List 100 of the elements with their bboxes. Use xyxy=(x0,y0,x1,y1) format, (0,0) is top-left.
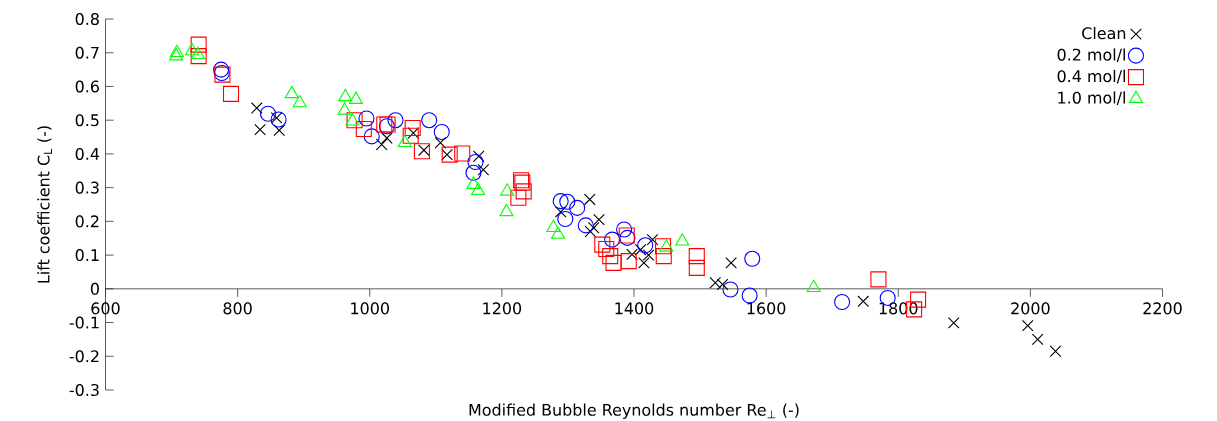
point xyxy=(1049,345,1062,358)
point xyxy=(577,217,594,234)
point xyxy=(806,279,821,293)
point xyxy=(434,136,447,149)
point xyxy=(338,88,353,102)
x-tick-label: 1600 xyxy=(747,302,786,315)
legend-label: Clean xyxy=(1082,26,1126,40)
point xyxy=(857,295,870,308)
y-tick-label: 0.5 xyxy=(75,114,99,127)
x-tick-label: 1400 xyxy=(615,302,654,315)
y-tick-label: 0.2 xyxy=(75,215,99,228)
point xyxy=(1031,333,1044,346)
point xyxy=(500,183,515,196)
y-tick-label: -0.2 xyxy=(69,350,99,363)
point xyxy=(604,231,621,248)
y-tick-label: 0 xyxy=(90,282,99,295)
point xyxy=(454,145,471,162)
x-axis-title: Modified Bubble Reynolds number Re$_{⊥}$ (-) xyxy=(469,403,799,419)
x-tick-label: 2000 xyxy=(1011,302,1050,315)
point xyxy=(404,119,421,136)
point xyxy=(722,281,739,298)
point xyxy=(413,143,430,160)
point xyxy=(190,36,207,53)
point xyxy=(169,48,184,61)
point xyxy=(642,249,655,261)
point xyxy=(397,134,412,148)
y-axis-title: Lift coefficient C$_{L}$ (-) xyxy=(37,126,52,283)
point xyxy=(190,48,207,65)
point xyxy=(602,248,619,265)
point xyxy=(552,193,569,210)
point xyxy=(421,112,438,129)
point xyxy=(185,42,200,56)
point xyxy=(725,257,737,269)
point xyxy=(466,176,481,189)
point xyxy=(284,85,299,99)
point xyxy=(834,293,851,311)
point xyxy=(1021,319,1034,332)
point xyxy=(634,243,647,256)
point xyxy=(655,248,672,265)
point xyxy=(554,206,567,218)
point xyxy=(716,278,729,291)
point xyxy=(222,85,240,102)
point xyxy=(355,120,372,137)
point xyxy=(620,253,637,270)
point xyxy=(594,236,611,253)
point xyxy=(254,123,266,136)
point xyxy=(741,287,758,304)
point xyxy=(598,240,615,258)
point xyxy=(273,124,286,137)
point xyxy=(583,193,596,206)
point xyxy=(433,123,450,141)
point xyxy=(348,91,363,104)
point xyxy=(510,189,527,206)
point xyxy=(499,203,514,217)
point xyxy=(947,317,960,329)
y-tick-label: 0.6 xyxy=(75,80,99,93)
point xyxy=(593,213,605,226)
point xyxy=(626,248,638,261)
point xyxy=(744,250,761,267)
point xyxy=(250,102,263,114)
point xyxy=(675,233,690,246)
point xyxy=(259,105,277,122)
point xyxy=(467,153,484,171)
point xyxy=(546,219,561,233)
y-tick-label: 0.4 xyxy=(75,147,100,160)
point xyxy=(559,193,576,210)
y-tick-label: 0.3 xyxy=(75,181,99,194)
x-tick-label: 800 xyxy=(223,302,252,315)
point xyxy=(688,248,705,265)
point xyxy=(441,148,453,161)
point xyxy=(190,46,206,60)
point xyxy=(418,144,430,157)
point xyxy=(169,44,184,58)
point xyxy=(465,164,482,181)
point xyxy=(616,221,633,238)
point xyxy=(515,183,532,200)
point xyxy=(472,150,485,163)
point xyxy=(646,233,659,246)
point xyxy=(688,259,705,276)
point xyxy=(638,257,650,269)
point xyxy=(477,163,490,176)
point xyxy=(337,102,352,115)
point xyxy=(358,110,375,127)
point xyxy=(363,128,380,145)
y-tick-label: 0.1 xyxy=(75,249,99,262)
x-tick-label: 2200 xyxy=(1143,302,1182,315)
y-tick-label: -0.1 xyxy=(69,316,99,329)
point xyxy=(292,94,307,108)
legend-label: 0.4 mol/l xyxy=(1057,69,1125,84)
point xyxy=(270,111,283,124)
point xyxy=(557,210,574,228)
point xyxy=(381,132,393,144)
point xyxy=(569,199,586,216)
point xyxy=(550,226,566,239)
x-tick-label: 1200 xyxy=(483,302,522,315)
point xyxy=(659,239,674,252)
point xyxy=(387,112,404,129)
x-tick-label: 1000 xyxy=(351,302,389,315)
point xyxy=(870,271,887,288)
y-tick-label: 0.7 xyxy=(75,46,99,59)
